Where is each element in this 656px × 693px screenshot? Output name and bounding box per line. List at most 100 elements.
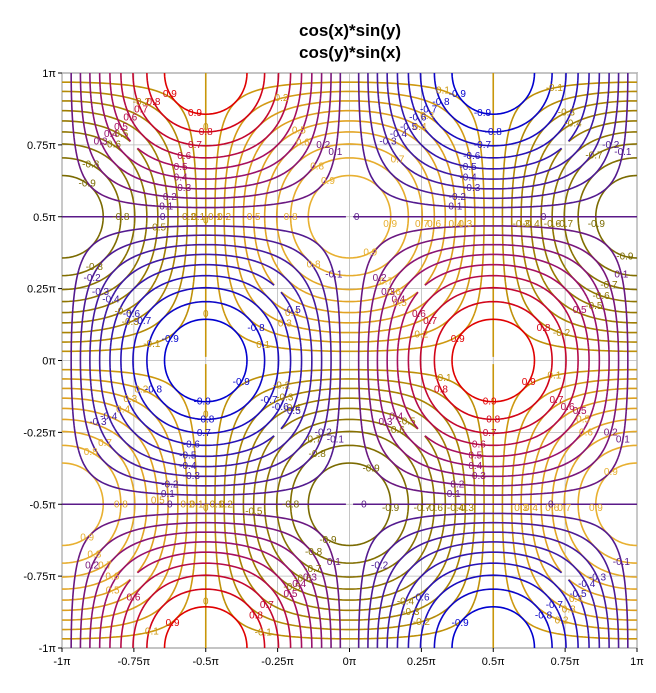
contour-label: -0.4 — [397, 596, 415, 607]
contour-label: -0.6 — [412, 593, 430, 604]
contour-label: -0.1 — [255, 627, 273, 638]
x-tick-label: 0π — [343, 656, 357, 668]
contour-label: -0.3 — [558, 108, 576, 119]
contour-label: 0.7 — [423, 316, 437, 327]
contour-label: -0.4 — [179, 461, 197, 472]
x-tick-label: -0.5π — [192, 656, 219, 668]
contour-label: -0.5 — [398, 416, 416, 427]
contour-label: 0.9 — [522, 377, 536, 388]
contour-label: 0.9 — [321, 176, 335, 187]
contour-label: -0.8 — [82, 159, 100, 170]
contour-label: 0.6 — [545, 503, 559, 514]
contour-line — [79, 72, 620, 649]
contour-label: 0.4 — [389, 411, 403, 422]
x-tick-label: 0.5π — [482, 656, 505, 668]
contour-label: 0.6 — [412, 309, 426, 320]
contour-label: 0 — [203, 596, 209, 607]
contour-label: -0.6 — [409, 113, 427, 124]
contour-label: -0.1 — [613, 557, 631, 568]
contour-label: -0.3 — [89, 417, 107, 428]
contour-label: 0.1 — [190, 499, 204, 510]
contour-label: 0 — [541, 212, 547, 223]
contour-label: -0.4 — [100, 411, 118, 422]
contour-line — [89, 72, 610, 649]
contour-label: -0.1 — [445, 202, 463, 213]
contour-label: -0.9 — [588, 219, 606, 230]
contour-label: 0.6 — [427, 219, 441, 230]
contour-label: -0.2 — [273, 381, 291, 392]
contour-label: -0.3 — [513, 219, 531, 230]
contour-label: 0.1 — [327, 557, 341, 568]
contour-label: -0.9 — [362, 464, 380, 475]
contour-label: -0.7 — [420, 105, 438, 116]
contour-label: 0.4 — [174, 173, 188, 184]
contour-label: 0.6 — [105, 572, 119, 583]
contour-label: -0.2 — [553, 328, 571, 339]
contour-label: -0.7 — [556, 219, 574, 230]
contour-label: 0.5 — [283, 589, 297, 600]
contour-line — [61, 120, 638, 601]
y-tick-label: 0.75π — [27, 140, 56, 152]
contour-label: -0.9 — [162, 334, 180, 345]
y-tick-label: 0.5π — [33, 212, 56, 224]
contour-label: 0.4 — [391, 294, 405, 305]
x-tick-label: -0.75π — [118, 656, 151, 668]
contour-label: -0.7 — [260, 395, 278, 406]
contour-label: 0.3 — [123, 394, 137, 405]
contour-label: 0.1 — [436, 86, 450, 97]
contour-label: 0.9 — [188, 108, 202, 119]
contour-label: -0.8 — [485, 127, 503, 138]
contour-label: 0.3 — [420, 111, 434, 122]
contour-label: -0.8 — [112, 212, 130, 223]
contour-label: 0.8 — [199, 127, 213, 138]
contour-line — [109, 72, 590, 649]
contour-label: 0.5 — [292, 126, 306, 137]
contour-label: -0.5 — [284, 305, 302, 316]
y-tick-label: -0.5π — [29, 499, 56, 511]
contour-line — [132, 72, 567, 649]
contour-label: -0.2 — [371, 560, 389, 571]
contour-label: 0.7 — [260, 600, 274, 611]
contour-label: 0 — [361, 499, 367, 510]
contour-label: -0.8 — [432, 97, 450, 108]
contour-label: 0.2 — [316, 140, 330, 151]
contour-label: 0.5 — [573, 305, 587, 316]
contour-label: -0.3 — [379, 136, 397, 147]
contour-label: 0.1 — [159, 202, 173, 213]
contour-label: -0.7 — [414, 503, 432, 514]
contour-label: 0.7 — [549, 395, 563, 406]
contour-label: 0.4 — [524, 503, 538, 514]
contour-label: 0.1 — [616, 435, 630, 446]
contour-label: 0.6 — [472, 439, 486, 450]
contour-label: 0.7 — [134, 105, 148, 116]
contour-label: 0 — [167, 499, 173, 510]
contour-line — [70, 72, 629, 649]
contour-label: 0.7 — [98, 438, 112, 449]
contour-label: 0.8 — [307, 260, 321, 271]
contour-label: 0.5 — [573, 406, 587, 417]
contour-label: 0.2 — [163, 192, 177, 203]
contour-label: -0.5 — [585, 301, 603, 312]
contour-layer — [61, 72, 638, 649]
contour-label: -0.1 — [188, 212, 206, 223]
contour-line — [98, 72, 601, 649]
contour-label: 0.6 — [561, 402, 575, 413]
contour-label: -0.2 — [315, 427, 333, 438]
contour-label: -0.1 — [325, 269, 343, 280]
chart-title-1: cos(x)*sin(y) — [299, 21, 401, 40]
contour-label: 0.2 — [450, 479, 464, 490]
contour-label: 0.3 — [472, 471, 486, 482]
contour-label: -0.8 — [535, 611, 553, 622]
chart-title-2: cos(y)*sin(x) — [299, 43, 401, 62]
y-tick-label: -0.25π — [23, 427, 56, 439]
contour-label: 0.8 — [486, 414, 500, 425]
y-tick-label: 0.25π — [27, 284, 56, 296]
contour-label: -0.6 — [388, 425, 406, 436]
contour-label: 0 — [203, 309, 209, 320]
x-tick-label: 0.75π — [551, 656, 580, 668]
contour-label: 0.2 — [275, 93, 289, 104]
contour-label: 0.5 — [468, 450, 482, 461]
contour-label: -0.1 — [614, 147, 632, 158]
contour-line — [120, 72, 579, 649]
